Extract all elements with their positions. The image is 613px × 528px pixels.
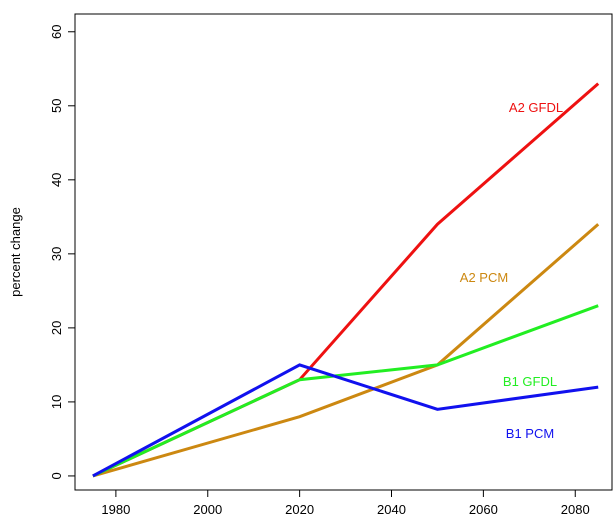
series-line [92, 304, 599, 478]
x-tick-label: 2040 [377, 502, 406, 517]
y-tick-label: 20 [49, 321, 64, 335]
y-axis-label: percent change [8, 207, 23, 297]
y-tick-label: 30 [49, 247, 64, 261]
x-tick-label: 2000 [193, 502, 222, 517]
x-tick-label: 2060 [469, 502, 498, 517]
y-tick-label: 50 [49, 99, 64, 113]
y-tick-label: 10 [49, 395, 64, 409]
series-line [92, 82, 600, 478]
y-tick-label: 0 [49, 472, 64, 479]
y-tick-label: 40 [49, 173, 64, 187]
series-label: A2 PCM [460, 270, 508, 285]
y-tick-label: 60 [49, 25, 64, 39]
x-tick-label: 2020 [285, 502, 314, 517]
series-line [92, 363, 599, 478]
series-label: B1 PCM [506, 426, 554, 441]
series-label: B1 GFDL [503, 374, 557, 389]
series-label: A2 GFDL [509, 100, 563, 115]
x-tick-label: 1980 [101, 502, 130, 517]
plot-frame [74, 13, 613, 491]
series-line [92, 223, 600, 478]
x-tick-label: 2080 [561, 502, 590, 517]
